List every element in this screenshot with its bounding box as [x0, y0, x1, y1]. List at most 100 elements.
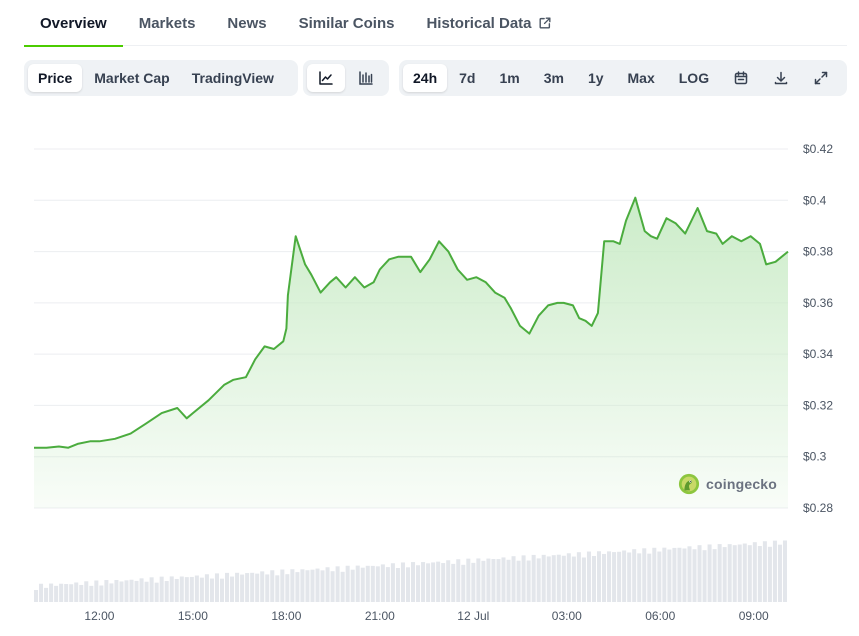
calendar-button[interactable]	[721, 64, 761, 92]
volume-bar	[134, 580, 139, 602]
fullscreen-button[interactable]	[801, 64, 841, 92]
x-tick-label: 21:00	[365, 609, 395, 623]
range-7d-button[interactable]: 7d	[459, 70, 476, 86]
coingecko-watermark: coingecko	[678, 473, 777, 495]
volume-bar	[300, 569, 305, 602]
range-max-button[interactable]: Max	[627, 70, 655, 86]
volume-bar	[622, 550, 627, 602]
volume-bar	[320, 570, 325, 602]
volume-bar	[566, 553, 571, 602]
volume-bar	[235, 572, 240, 602]
tab-similar-coins-label: Similar Coins	[298, 14, 395, 32]
volume-bar	[431, 562, 436, 602]
volume-bar	[89, 585, 94, 602]
volume-bar	[305, 570, 310, 602]
volume-bar	[722, 547, 727, 602]
volume-bar	[219, 578, 225, 602]
log-scale-button[interactable]: LOG	[678, 70, 710, 86]
volume-bar	[400, 562, 405, 602]
volume-bar	[642, 548, 647, 602]
volume-bar	[446, 560, 451, 602]
range-group: 24h 7d 1m 3m 1y Max LOG	[399, 60, 847, 96]
volume-bar	[556, 554, 561, 602]
volume-bar	[782, 540, 787, 602]
coingecko-logo-icon	[678, 473, 700, 495]
range-3m-button[interactable]: 3m	[543, 70, 564, 86]
volume-bar	[159, 576, 164, 602]
volume-bar	[174, 578, 179, 602]
volume-bar	[416, 565, 421, 602]
tab-bar: Overview Markets News Similar Coins Hist…	[24, 0, 847, 47]
tab-similar-coins[interactable]: Similar Coins	[283, 0, 411, 46]
volume-bar	[411, 562, 416, 602]
volume-bar	[209, 578, 214, 602]
line-chart-button[interactable]	[307, 64, 345, 92]
volume-bar	[179, 576, 184, 602]
volume-bar	[240, 574, 245, 602]
market-cap-button[interactable]: Market Cap	[94, 70, 170, 86]
volume-bar	[385, 567, 390, 602]
volume-bar	[586, 551, 591, 602]
external-link-icon	[539, 17, 551, 29]
x-tick-label: 09:00	[739, 609, 769, 623]
tab-overview-label: Overview	[40, 14, 107, 32]
fullscreen-icon	[814, 71, 828, 85]
volume-bar	[69, 584, 74, 602]
volume-bar	[652, 547, 657, 602]
volume-bar	[169, 576, 174, 602]
y-axis-labels: $0.42 $0.4 $0.38 $0.36 $0.34 $0.32 $0.3 $0.28	[803, 142, 833, 515]
tab-news-label: News	[227, 14, 267, 32]
candlestick-chart-button[interactable]	[347, 64, 385, 92]
volume-bar	[627, 552, 632, 602]
volume-bar	[94, 580, 99, 602]
tab-overview[interactable]: Overview	[24, 0, 123, 47]
download-button[interactable]	[761, 64, 801, 92]
volume-bar	[285, 574, 290, 602]
y-tick-label: $0.36	[803, 296, 833, 310]
volume-bar	[461, 564, 466, 602]
volume-bar	[662, 547, 667, 602]
range-1m-button[interactable]: 1m	[499, 70, 520, 86]
tradingview-button[interactable]: TradingView	[191, 70, 274, 86]
volume-bar	[436, 561, 441, 602]
volume-bar	[295, 572, 300, 602]
tab-news[interactable]: News	[211, 0, 282, 46]
volume-bar	[466, 558, 471, 602]
volume-bar	[225, 572, 230, 602]
range-1y-button[interactable]: 1y	[587, 70, 604, 86]
volume-bar	[637, 553, 642, 602]
volume-bar	[350, 569, 355, 602]
volume-bar	[501, 557, 506, 602]
volume-bar	[607, 551, 612, 602]
tab-markets[interactable]: Markets	[123, 0, 212, 46]
volume-bar	[74, 582, 79, 602]
tab-historical-data[interactable]: Historical Data	[410, 0, 567, 46]
volume-bar	[441, 563, 446, 602]
calendar-icon	[734, 71, 748, 85]
price-button[interactable]: Price	[28, 64, 83, 92]
y-tick-label: $0.28	[803, 501, 833, 515]
volume-bar	[355, 565, 360, 602]
volume-bar	[395, 568, 400, 602]
volume-bar	[199, 577, 204, 602]
volume-bar	[476, 558, 481, 602]
volume-bar	[370, 565, 375, 602]
volume-bar	[310, 569, 315, 602]
volume-bar	[707, 544, 712, 602]
volume-bar	[617, 551, 622, 602]
x-axis-labels: 12:00 15:00 18:00 21:00 12 Jul 03:00 06:00 09:0…	[84, 609, 769, 623]
price-chart[interactable]: $0.42 $0.4 $0.38 $0.36 $0.34 $0.32 $0.3 $0.28 1…	[0, 130, 859, 636]
volume-bar	[591, 556, 596, 602]
volume-bar	[692, 549, 697, 602]
range-24h-button[interactable]: 24h	[403, 64, 448, 92]
y-tick-label: $0.34	[803, 347, 833, 361]
download-icon	[774, 71, 788, 85]
volume-bar	[612, 552, 617, 602]
volume-bar	[375, 566, 380, 602]
volume-bar	[541, 554, 546, 602]
x-tick-label: 12:00	[84, 609, 114, 623]
volume-bar	[184, 577, 189, 602]
volume-bar	[49, 583, 54, 602]
tab-markets-label: Markets	[138, 14, 196, 32]
volume-bar	[506, 559, 511, 602]
